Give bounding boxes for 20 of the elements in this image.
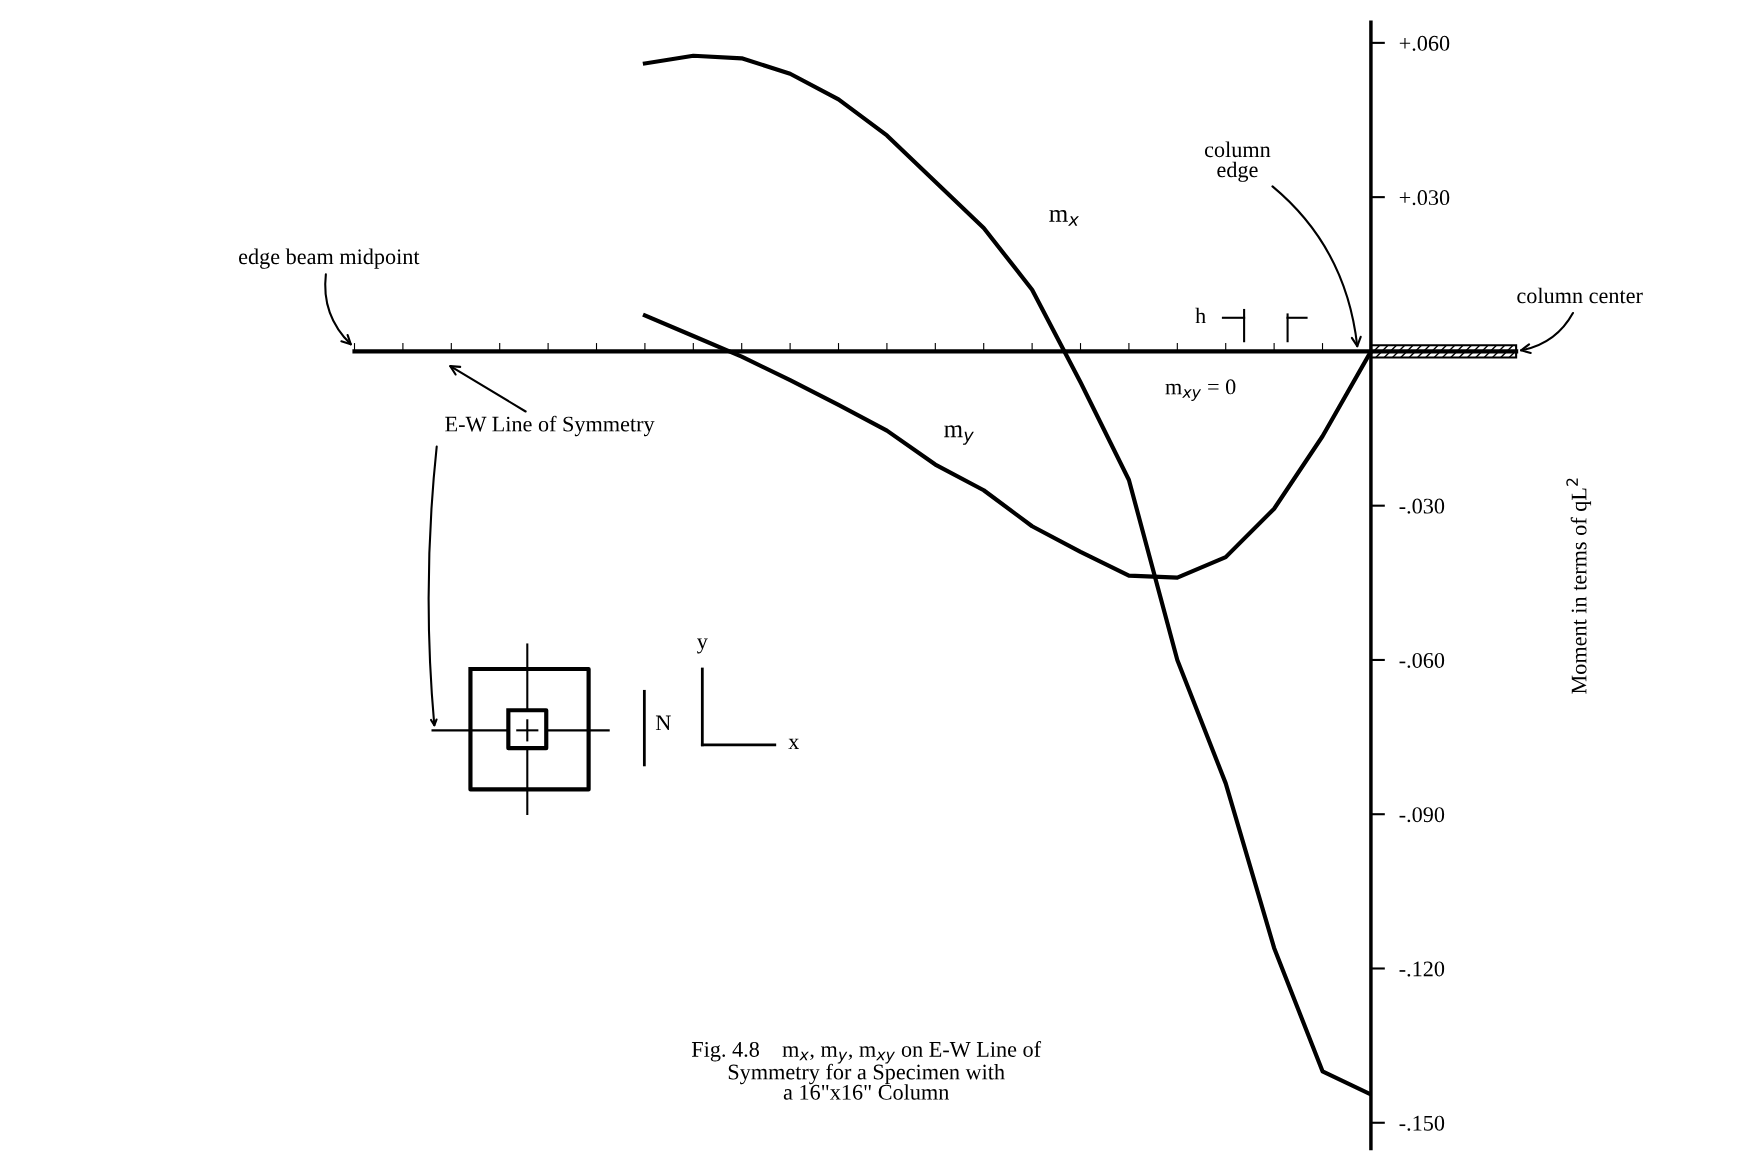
y-tick-label: -.030: [1399, 498, 1445, 514]
annotation: column edge: [1204, 141, 1271, 182]
annotation: m$_{xy}$ = 0: [1165, 379, 1236, 402]
annotation: y: [697, 638, 708, 654]
y-tick-label: -.150: [1399, 1115, 1445, 1131]
text: m$_{x}$: [1049, 209, 1079, 226]
y-tick-label: +.030: [1399, 190, 1450, 206]
y-tick-label: -.120: [1399, 961, 1445, 977]
annotation: N: [655, 715, 671, 731]
annotation: x: [788, 738, 800, 750]
y-tick-label: -.060: [1399, 652, 1445, 668]
y-axis-title: Moment in terms of qL$^{2}$: [1566, 478, 1592, 694]
text: column center: [1517, 287, 1643, 304]
text: Fig. 4.8 m$_{x}$, m$_{y}$, m$_{xy}$ on E-W Line of Symmetry for a Specimen with a 16"x16" Column: [691, 1041, 1042, 1100]
annotation: h: [1195, 307, 1206, 324]
annotation: edge beam midpoint: [239, 248, 420, 269]
series-label: m$_{y}$: [944, 425, 974, 445]
y-tick-label: +.060: [1399, 35, 1450, 51]
y-tick-label: -.090: [1399, 807, 1445, 823]
annotation: E-W Line of Symmetry: [445, 415, 655, 437]
